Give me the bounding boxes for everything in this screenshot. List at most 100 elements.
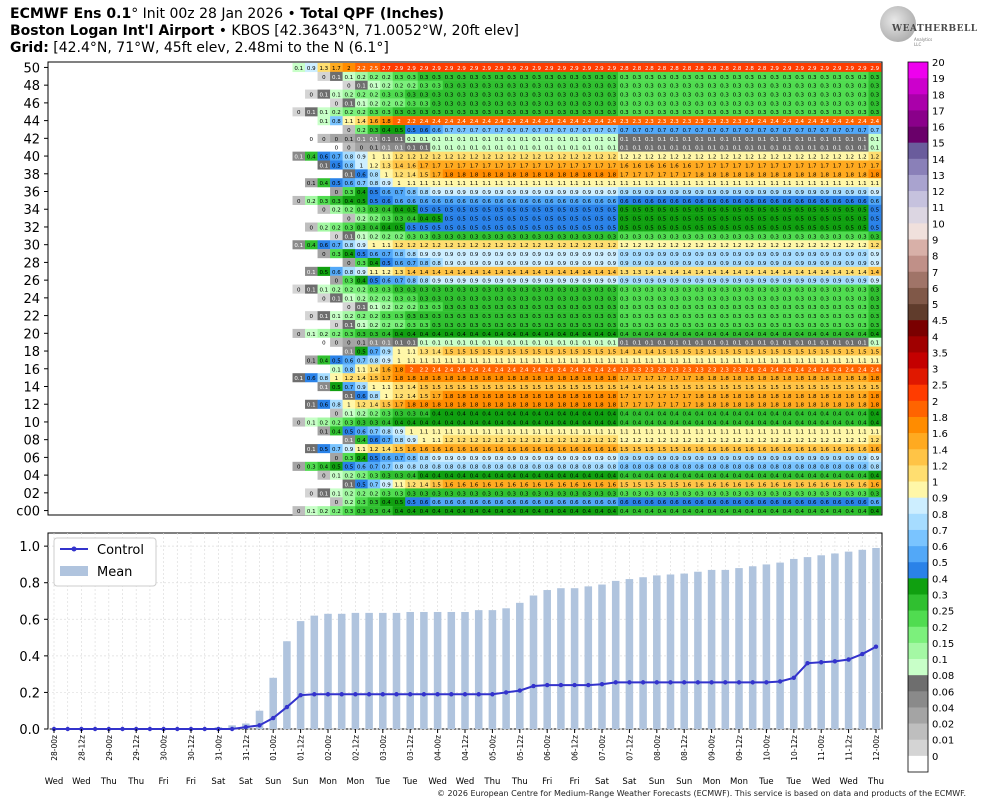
heatmap-cell bbox=[317, 116, 331, 126]
heatmap-cell-value: 0.3 bbox=[545, 75, 554, 81]
heatmap-cell-value: 1.1 bbox=[532, 181, 541, 187]
heatmap-cell-value: 1.1 bbox=[720, 181, 729, 187]
heatmap-cell-value: 0.6 bbox=[820, 199, 829, 205]
heatmap-cell-value: 0.4 bbox=[370, 261, 379, 267]
heatmap-cell bbox=[505, 63, 519, 73]
heatmap-cell-value: 1.1 bbox=[545, 181, 554, 187]
heatmap-cell-value: 0.9 bbox=[670, 252, 679, 258]
heatmap-cell bbox=[405, 178, 419, 188]
heatmap-cell-value: 0.1 bbox=[582, 137, 591, 143]
heatmap-cell bbox=[680, 89, 694, 99]
heatmap-cell bbox=[705, 249, 719, 259]
heatmap-cell bbox=[718, 195, 732, 205]
heatmap-cell bbox=[693, 249, 707, 259]
heatmap-cell bbox=[693, 116, 707, 126]
heatmap-cell bbox=[517, 204, 531, 214]
heatmap-cell-value: 0.3 bbox=[420, 93, 429, 99]
heatmap-cell bbox=[755, 71, 769, 81]
heatmap-cell-value: 0.7 bbox=[645, 128, 654, 134]
heatmap-cell bbox=[467, 195, 481, 205]
heatmap-cell bbox=[680, 116, 694, 126]
heatmap-cell bbox=[655, 142, 669, 152]
heatmap-cell-value: 0.3 bbox=[532, 93, 541, 99]
heatmap-cell-value: 1 bbox=[372, 243, 376, 249]
heatmap-cell bbox=[793, 107, 807, 117]
heatmap-cell bbox=[417, 80, 431, 90]
heatmap-cell bbox=[517, 98, 531, 108]
heatmap-cell bbox=[430, 213, 444, 223]
station-name: Boston Logan Int'l Airport bbox=[10, 23, 215, 39]
heatmap-cell bbox=[793, 249, 807, 259]
heatmap-cell-value: 0.9 bbox=[833, 190, 842, 196]
heatmap-cell-value: 0.3 bbox=[720, 84, 729, 90]
heatmap-cell bbox=[605, 116, 619, 126]
heatmap-cell-value: 0.6 bbox=[870, 199, 879, 205]
heatmap-cell-value: 0.3 bbox=[507, 234, 516, 240]
heatmap-cell bbox=[818, 71, 832, 81]
heatmap-cell-value: 2.9 bbox=[595, 66, 604, 72]
heatmap-cell-value: 0.5 bbox=[532, 208, 541, 214]
heatmap-cell-value: 2.2 bbox=[407, 119, 416, 125]
heatmap-cell bbox=[718, 240, 732, 250]
day-label: Mon bbox=[730, 777, 748, 787]
heatmap-cell bbox=[693, 63, 707, 73]
heatmap-cell bbox=[693, 231, 707, 241]
heatmap-cell-value: 0.3 bbox=[557, 110, 566, 116]
heatmap-cell-value: 0.7 bbox=[708, 128, 717, 134]
heatmap-cell-value: 0.3 bbox=[457, 75, 466, 81]
heatmap-cell-value: 2.9 bbox=[795, 66, 804, 72]
heatmap-cell bbox=[455, 107, 469, 117]
heatmap-cell bbox=[430, 71, 444, 81]
heatmap-cell-value: 0.1 bbox=[407, 146, 416, 152]
heatmap-cell-value: 0.5 bbox=[808, 225, 817, 231]
heatmap-cell bbox=[818, 151, 832, 161]
heatmap-cell-value: 1.8 bbox=[783, 172, 792, 178]
heatmap-cell-value: 0.6 bbox=[833, 199, 842, 205]
heatmap-cell bbox=[680, 125, 694, 135]
heatmap-cell bbox=[793, 71, 807, 81]
heatmap-cell bbox=[317, 240, 331, 250]
x-tick-label: 31-00z bbox=[214, 735, 223, 761]
heatmap-cell bbox=[380, 178, 393, 188]
heatmap-cell bbox=[593, 89, 606, 99]
heatmap-cell bbox=[442, 204, 456, 214]
heatmap-cell-value: 0.3 bbox=[733, 110, 742, 116]
heatmap-cell-value: 0.1 bbox=[495, 146, 504, 152]
control-point bbox=[640, 680, 646, 685]
heatmap-cell-value: 0.1 bbox=[720, 146, 729, 152]
heatmap-cell bbox=[718, 125, 732, 135]
heatmap-cell-value: 0.7 bbox=[507, 128, 516, 134]
heatmap-cell-value: 0.1 bbox=[532, 146, 541, 152]
heatmap-cell bbox=[655, 195, 669, 205]
heatmap-cell-value: 2.4 bbox=[870, 119, 879, 125]
heatmap-cell-value: 0.9 bbox=[520, 190, 529, 196]
heatmap-cell bbox=[793, 204, 807, 214]
heatmap-cell-value: 1.8 bbox=[695, 172, 704, 178]
heatmap-cell-value: 0.9 bbox=[808, 252, 817, 258]
heatmap-cell-value: 1.7 bbox=[708, 163, 717, 169]
heatmap-cell bbox=[705, 125, 719, 135]
heatmap-cell-value: 0.9 bbox=[820, 252, 829, 258]
heatmap-cell-value: 0.1 bbox=[645, 146, 654, 152]
heatmap-cell bbox=[405, 195, 419, 205]
heatmap-cell-value: 0.5 bbox=[745, 208, 754, 214]
heatmap-cell-value: 0.1 bbox=[445, 146, 454, 152]
heatmap-cell bbox=[455, 71, 469, 81]
heatmap-cell bbox=[743, 160, 757, 170]
heatmap-cell bbox=[680, 151, 694, 161]
heatmap-cell bbox=[705, 89, 719, 99]
heatmap-cell-value: 0.5 bbox=[808, 217, 817, 223]
heatmap-cell bbox=[455, 231, 469, 241]
heatmap-cell bbox=[367, 160, 381, 170]
heatmap-cell bbox=[843, 187, 857, 197]
heatmap-cell bbox=[430, 151, 444, 161]
mean-bar bbox=[803, 557, 812, 729]
mean-bar bbox=[502, 608, 510, 729]
heatmap-cell bbox=[330, 222, 343, 232]
heatmap-cell bbox=[530, 222, 544, 232]
heatmap-cell bbox=[292, 240, 306, 250]
heatmap-cell bbox=[492, 195, 506, 205]
heatmap-cell bbox=[793, 98, 807, 108]
heatmap-cell bbox=[417, 116, 431, 126]
